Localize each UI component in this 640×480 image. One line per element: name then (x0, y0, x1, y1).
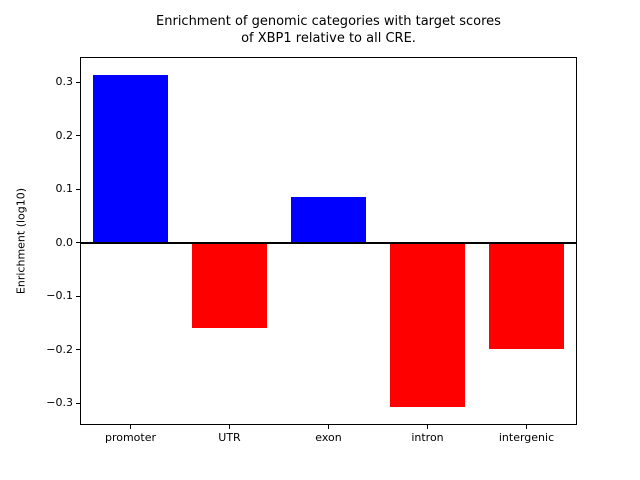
x-tick (427, 425, 428, 429)
x-tick (130, 425, 131, 429)
plot-area: 0.3 0.2 0.1 0.0 −0.1 −0.2 −0.3 promoter UTR exon i… (46, 57, 577, 444)
x-tick-label-exon: exon (315, 431, 342, 444)
bar-promoter (92, 75, 169, 243)
bar-intron (389, 242, 466, 407)
y-tick-label: −0.1 (46, 289, 73, 303)
y-tick (76, 188, 80, 190)
y-tick (76, 349, 80, 351)
y-tick-label: 0.2 (55, 128, 74, 142)
y-tick (76, 295, 80, 297)
x-tick-label-UTR: UTR (218, 431, 241, 444)
bar-UTR (191, 242, 268, 329)
y-tick-label: 0.3 (55, 75, 74, 89)
y-tick (76, 135, 80, 137)
y-tick-label: 0.0 (55, 235, 74, 249)
chart-title-line-2: of XBP1 relative to all CRE. (241, 31, 416, 46)
zero-line (81, 241, 576, 244)
x-tick (328, 425, 329, 429)
x-tick (229, 425, 230, 429)
x-tick (526, 425, 527, 429)
y-tick (76, 81, 80, 83)
chart-title-line-1: Enrichment of genomic categories with ta… (156, 14, 501, 29)
bar-intergenic (488, 242, 565, 349)
y-tick-label: 0.1 (55, 182, 74, 196)
y-tick-label: −0.3 (46, 396, 73, 410)
y-axis-label: Enrichment (log10) (14, 187, 28, 295)
y-tick-label: −0.2 (46, 342, 73, 356)
x-tick-label-intergenic: intergenic (498, 431, 555, 444)
x-tick-label-intron: intron (411, 431, 444, 444)
y-tick (76, 402, 80, 404)
bar-exon (290, 197, 367, 243)
x-tick-label-promoter: promoter (104, 431, 157, 444)
chart-title: Enrichment of genomic categories with ta… (80, 13, 577, 47)
y-tick (76, 242, 80, 244)
